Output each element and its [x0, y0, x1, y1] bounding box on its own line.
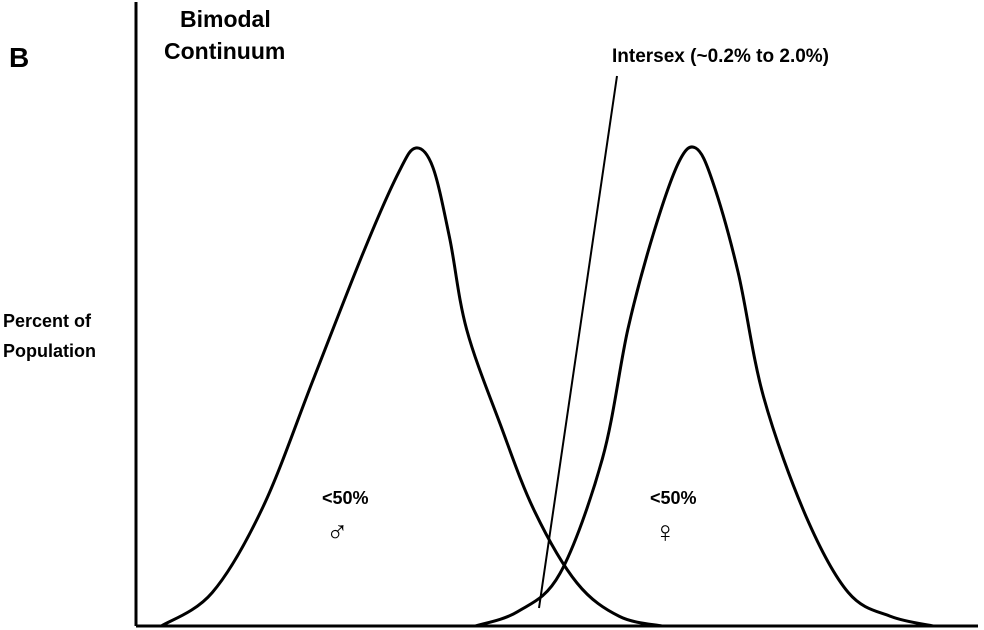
female-percent-label: <50%	[650, 488, 697, 508]
chart-title-line-2: Continuum	[164, 38, 286, 64]
female-symbol-icon: ♀	[654, 516, 677, 549]
panel-letter: B	[9, 42, 30, 73]
female-distribution-curve	[474, 145, 934, 628]
y-axis-label-line-1: Percent of	[3, 311, 92, 331]
male-symbol-icon: ♂	[326, 516, 349, 549]
male-distribution-curve	[160, 146, 663, 628]
intersex-annotation: Intersex (~0.2% to 2.0%)	[612, 46, 830, 67]
chart-title-line-1: Bimodal	[180, 6, 271, 32]
intersex-pointer-line	[538, 75, 618, 609]
male-percent-label: <50%	[322, 488, 369, 508]
curves-group	[160, 145, 934, 628]
y-axis-label-line-2: Population	[3, 341, 96, 361]
